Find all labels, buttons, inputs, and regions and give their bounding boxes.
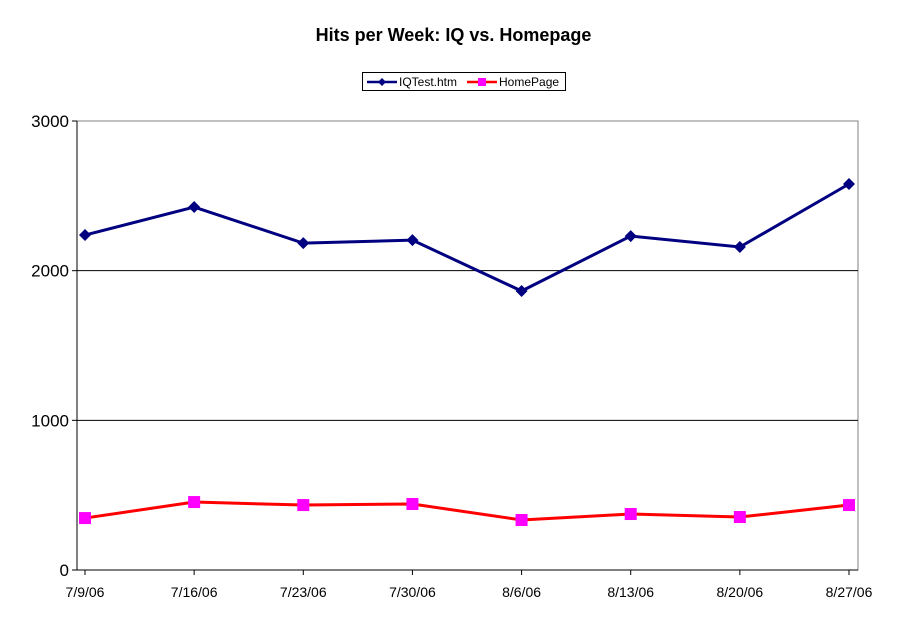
x-tick-label: 7/16/06 (171, 584, 218, 600)
square-marker-icon (467, 77, 498, 86)
data-point-diamond (733, 241, 746, 254)
y-tick-label: 2000 (31, 262, 69, 281)
legend: IQTest.htm HomePage (362, 72, 566, 91)
data-point-square (515, 514, 528, 527)
data-point-square (843, 499, 855, 512)
y-tick-label: 3000 (31, 112, 69, 131)
diamond-marker-icon (367, 77, 397, 86)
data-point-square (79, 512, 91, 525)
legend-label-homepage: HomePage (499, 74, 560, 89)
x-tick-label: 7/30/06 (389, 584, 436, 600)
data-point-diamond (188, 201, 201, 214)
data-point-diamond (843, 178, 855, 191)
data-point-square (297, 499, 310, 512)
data-point-diamond (624, 230, 637, 243)
data-point-square (624, 508, 637, 521)
series-line-iqtesthtm (84, 182, 850, 293)
x-tick-label: 8/27/06 (826, 584, 873, 600)
legend-item-homepage: HomePage (467, 75, 559, 89)
data-point-diamond (406, 234, 419, 247)
data-point-diamond (79, 229, 91, 242)
data-point-square (406, 497, 419, 510)
data-point-diamond (515, 285, 528, 298)
data-point-square (733, 511, 746, 524)
x-tick-label: 8/13/06 (607, 584, 654, 600)
x-tick-label: 7/9/06 (66, 584, 105, 600)
x-tick-label: 8/20/06 (716, 584, 763, 600)
legend-label-iqtest: IQTest.htm (399, 74, 458, 89)
y-tick-label: 1000 (31, 411, 69, 430)
y-tick-label: 0 (60, 561, 69, 580)
data-point-diamond (297, 237, 310, 250)
x-tick-label: 7/23/06 (280, 584, 327, 600)
chart-title: Hits per Week: IQ vs. Homepage (315, 25, 592, 45)
legend-item-iqtest: IQTest.htm (367, 75, 457, 89)
series-line-homepage (84, 500, 850, 522)
x-tick-label: 8/6/06 (502, 584, 541, 600)
data-point-square (188, 496, 201, 509)
